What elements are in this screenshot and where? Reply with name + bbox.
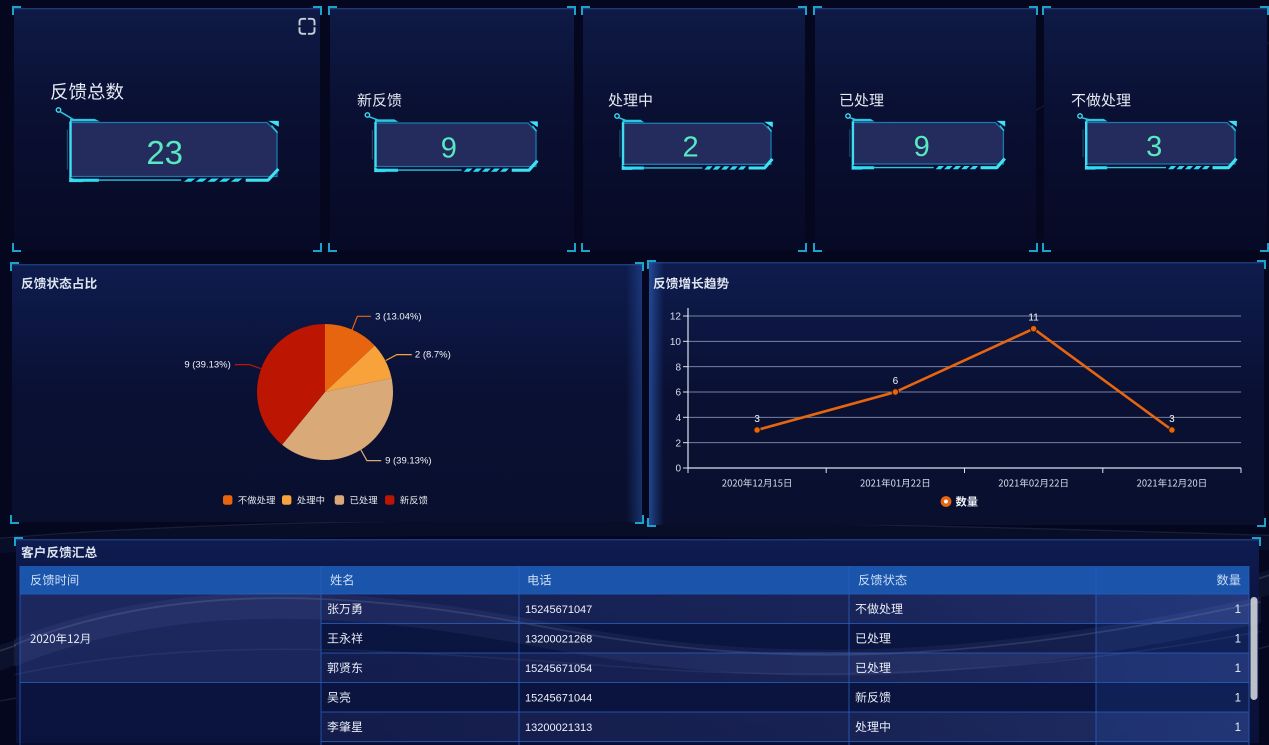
svg-text:15245671054: 15245671054 [525, 663, 592, 675]
svg-text:13200021313: 13200021313 [525, 722, 592, 734]
svg-text:9: 9 [914, 131, 930, 163]
svg-text:23: 23 [146, 134, 183, 171]
svg-text:0: 0 [675, 464, 681, 475]
svg-text:3: 3 [1146, 131, 1162, 163]
svg-text:9 (39.13%): 9 (39.13%) [385, 456, 431, 467]
svg-text:2: 2 [683, 132, 699, 164]
svg-text:12: 12 [670, 312, 682, 323]
svg-text:9: 9 [441, 133, 457, 165]
svg-text:4: 4 [675, 413, 681, 424]
svg-text:3 (13.04%): 3 (13.04%) [375, 311, 421, 322]
svg-text:3: 3 [1169, 414, 1175, 425]
svg-text:1: 1 [1235, 604, 1241, 616]
svg-text:2 (8.7%): 2 (8.7%) [415, 349, 451, 360]
svg-text:6: 6 [893, 376, 899, 387]
svg-text:6: 6 [675, 388, 681, 399]
svg-text:10: 10 [670, 337, 682, 348]
svg-text:1: 1 [1235, 663, 1241, 675]
svg-text:2: 2 [675, 438, 681, 449]
svg-text:11: 11 [1028, 313, 1039, 324]
svg-text:15245671044: 15245671044 [525, 693, 592, 705]
svg-text:15245671047: 15245671047 [525, 604, 592, 616]
svg-text:13200021268: 13200021268 [525, 634, 592, 646]
svg-text:9 (39.13%): 9 (39.13%) [184, 359, 230, 370]
svg-text:8: 8 [675, 362, 681, 373]
svg-text:1: 1 [1235, 693, 1241, 705]
svg-text:1: 1 [1235, 722, 1241, 734]
svg-text:3: 3 [754, 414, 760, 425]
svg-text:1: 1 [1235, 634, 1241, 646]
